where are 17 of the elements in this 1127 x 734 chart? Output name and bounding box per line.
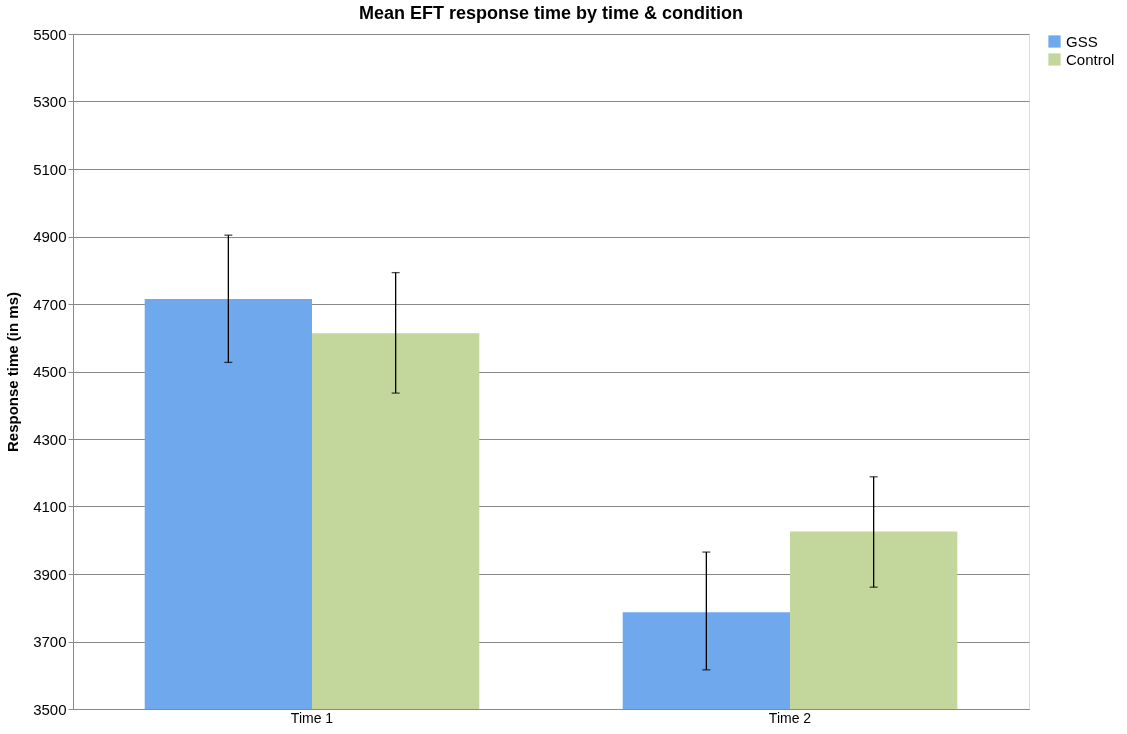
y-tick-label: 5500 [33,25,67,43]
y-tick-label: 4900 [33,228,67,245]
y-tick-label: 3700 [33,633,67,650]
chart-title: Mean EFT response time by time & condition [358,3,744,23]
y-tick-label: 4700 [33,295,67,313]
y-tick-label: 3900 [33,565,67,583]
x-tick-label: Time 2 [768,709,812,726]
y-axis-title: Response time (in ms) [4,291,22,453]
y-tick-label: 5300 [33,93,67,110]
y-tick-label: 5100 [33,160,67,178]
y-tick-label: 4500 [33,363,67,380]
legend-label: Control [1066,50,1115,68]
y-tick-label: 4300 [33,430,67,448]
legend-label: GSS [1066,32,1098,50]
y-tick-label: 3500 [33,700,67,718]
y-tick-label: 4100 [33,498,67,515]
x-tick-label: Time 1 [290,709,334,726]
